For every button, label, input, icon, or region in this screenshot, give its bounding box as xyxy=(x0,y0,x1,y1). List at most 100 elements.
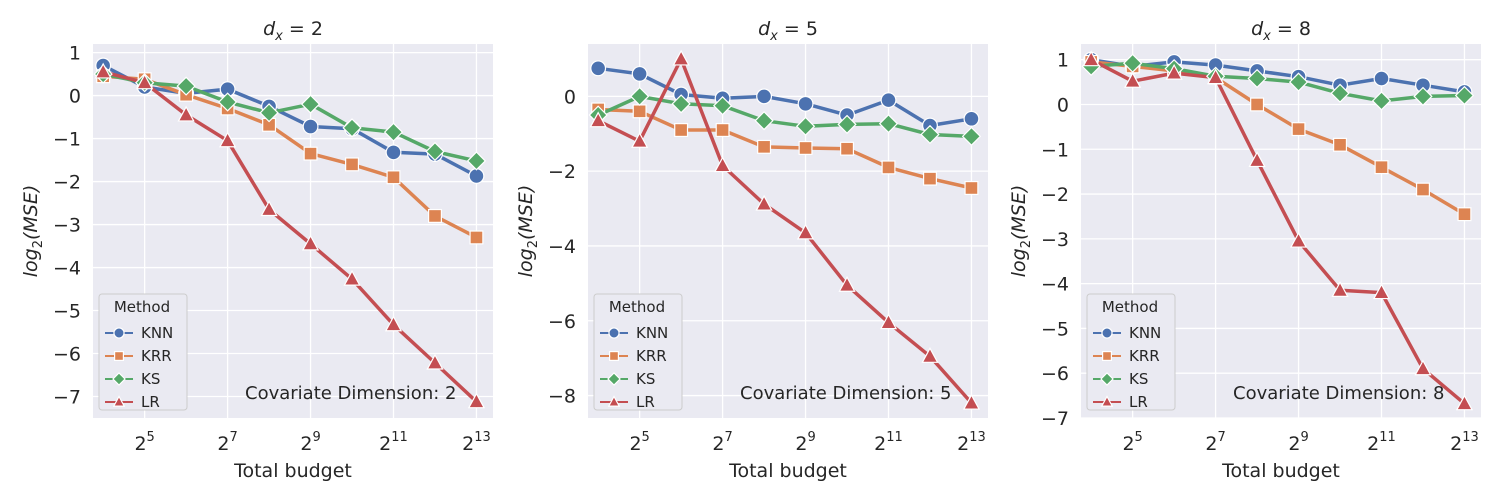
data-point-lr xyxy=(94,62,112,79)
data-point-knn xyxy=(756,88,773,105)
legend: Method KNN KRR KS LR xyxy=(98,293,188,411)
x-tick-label: 27 xyxy=(217,430,237,455)
legend-item-ks: KS xyxy=(105,370,160,388)
series-line-knn xyxy=(1089,57,1467,94)
y-tick-label: −6 xyxy=(53,344,81,366)
data-point-lr xyxy=(1289,231,1308,248)
legend-title: Method xyxy=(114,298,170,316)
x-tick-label: 211 xyxy=(379,430,408,455)
data-point-lr xyxy=(962,393,981,410)
data-point-lr xyxy=(838,275,856,292)
x-tick-label: 25 xyxy=(1122,430,1142,455)
legend-label: KS xyxy=(141,370,160,388)
square-marker-icon xyxy=(1101,351,1112,362)
data-point-lr xyxy=(467,392,486,409)
annotation-text: Covariate Dimension: 2 xyxy=(245,383,456,404)
data-point-ks xyxy=(176,76,196,96)
chart-title: dx = 5 xyxy=(758,18,818,44)
square-marker-icon xyxy=(113,351,124,362)
data-point-ks xyxy=(837,114,857,135)
triangle-marker-icon xyxy=(607,395,621,407)
data-point-lr xyxy=(177,105,195,122)
x-tick-label: 211 xyxy=(1367,430,1396,455)
x-tick-label: 213 xyxy=(1450,430,1479,455)
legend-title: Method xyxy=(609,298,665,316)
data-point-ks xyxy=(300,94,321,114)
series-krr xyxy=(101,74,479,240)
data-point-lr xyxy=(1414,359,1432,376)
y-tick-label: 1 xyxy=(1057,50,1069,72)
triangle-marker-icon xyxy=(1100,395,1114,407)
data-point-krr xyxy=(757,139,772,154)
data-point-ks xyxy=(629,86,650,107)
data-point-lr xyxy=(1331,281,1349,297)
data-point-lr xyxy=(1082,50,1100,67)
data-point-krr xyxy=(1415,182,1430,197)
data-point-krr xyxy=(469,230,484,245)
chart-title: dx = 8 xyxy=(1251,18,1311,44)
data-point-ks xyxy=(878,114,899,134)
data-point-lr xyxy=(301,234,320,251)
data-point-ks xyxy=(217,92,238,112)
y-tick-label: −5 xyxy=(1041,318,1069,340)
data-point-krr xyxy=(632,104,647,119)
y-tick-label: −4 xyxy=(53,258,81,280)
triangle-marker-icon xyxy=(112,395,126,407)
y-tick-label: 1 xyxy=(69,43,81,65)
x-axis-label: Total budget xyxy=(233,460,352,482)
data-point-ks xyxy=(1413,86,1433,107)
data-point-ks xyxy=(425,141,445,162)
series-line-lr xyxy=(596,57,974,405)
series-markers-lr xyxy=(1082,50,1474,411)
data-point-ks xyxy=(1371,91,1392,111)
series-line-ks xyxy=(101,72,479,163)
data-point-krr xyxy=(1374,160,1389,175)
data-point-ks xyxy=(383,122,404,142)
chart-title: dx = 2 xyxy=(263,18,323,44)
x-tick-label: 29 xyxy=(300,430,320,455)
data-point-krr xyxy=(303,146,318,161)
data-point-knn xyxy=(385,144,402,161)
series-knn xyxy=(101,63,479,178)
data-point-krr xyxy=(1457,207,1472,222)
annotation-text: Covariate Dimension: 5 xyxy=(740,383,951,404)
data-point-knn xyxy=(1373,70,1390,87)
data-point-lr xyxy=(136,73,154,90)
series-krr xyxy=(1089,60,1467,216)
legend-label: KRR xyxy=(141,347,172,365)
square-marker-icon xyxy=(608,351,619,362)
data-point-krr xyxy=(1333,137,1348,152)
x-tick-label: 27 xyxy=(712,430,732,455)
legend-label: LR xyxy=(141,393,160,411)
legend-title: Method xyxy=(1102,298,1158,316)
data-point-krr xyxy=(881,160,896,175)
data-point-krr xyxy=(715,123,730,138)
series-line-knn xyxy=(596,66,974,128)
x-tick-label: 211 xyxy=(874,430,903,455)
data-point-ks xyxy=(1288,72,1309,92)
data-point-ks xyxy=(1247,68,1267,89)
data-point-ks xyxy=(466,151,487,171)
data-point-lr xyxy=(879,313,898,330)
legend-label: KNN xyxy=(636,324,668,342)
chart-panel-3: 1 0 −1 −2 −3 −4 −5 −6 −7 25 27 29 211 213 Total budget… xyxy=(1008,18,1481,482)
data-point-ks xyxy=(259,103,279,123)
y-tick-label: −7 xyxy=(53,387,81,409)
data-point-lr xyxy=(426,353,444,370)
y-tick-label: 0 xyxy=(69,86,81,108)
legend-label: KNN xyxy=(1129,324,1161,342)
series-ks xyxy=(101,72,479,163)
series-markers-lr xyxy=(94,62,486,409)
legend-item-lr: LR xyxy=(1093,393,1148,411)
y-tick-label: −6 xyxy=(1041,363,1069,385)
y-tick-label: −8 xyxy=(548,386,576,408)
data-point-lr xyxy=(672,49,690,66)
data-point-lr xyxy=(921,347,939,363)
legend-item-krr: KRR xyxy=(600,347,667,365)
legend-label: LR xyxy=(1129,393,1148,411)
data-point-ks xyxy=(342,118,362,138)
series-line-krr xyxy=(596,107,974,190)
data-point-ks xyxy=(1330,83,1350,103)
data-point-krr xyxy=(1250,97,1265,112)
